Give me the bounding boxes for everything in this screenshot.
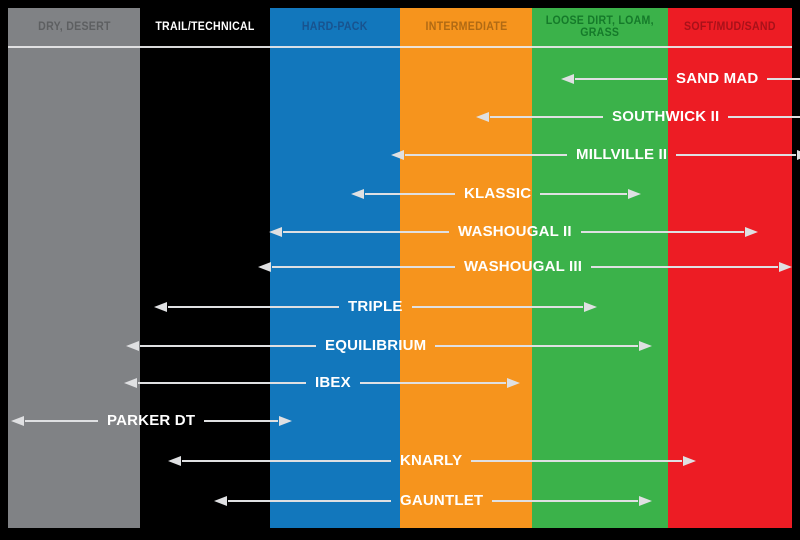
tire-name-label: KNARLY [400,452,463,469]
arrow-right-icon [580,231,744,233]
terrain-header-label: LOOSE DIRT, LOAM, GRASS [545,15,655,39]
terrain-header-intermediate[interactable]: INTERMEDIATE [400,8,532,46]
terrain-band-hard-pack [270,8,400,528]
tire-range-row[interactable]: KNARLY [182,448,683,474]
arrow-left-icon [138,382,306,384]
arrow-left-icon [490,116,603,118]
terrain-header-hard-pack[interactable]: HARD-PACK [270,8,400,46]
terrain-header-label: DRY, DESERT [37,21,111,33]
terrain-header-label: SOFT/MUD/SAND [684,21,776,33]
terrain-band-trail-technical [140,8,270,528]
arrow-right-icon [204,420,279,422]
tire-range-row[interactable]: WASHOUGAL III [272,254,779,280]
arrow-left-icon [283,231,449,233]
tire-range-row[interactable]: SAND MAD [575,66,800,92]
tire-range-row[interactable]: GAUNTLET [228,488,639,514]
tire-name-label: SOUTHWICK II [612,108,720,125]
tire-name-label: KLASSIC [464,185,532,202]
arrow-right-icon [540,193,628,195]
terrain-header-loose-dirt[interactable]: LOOSE DIRT, LOAM, GRASS [532,8,668,46]
terrain-header-label: TRAIL/TECHNICAL [155,21,255,33]
tire-range-row[interactable]: KLASSIC [365,181,628,207]
tire-range-row[interactable]: TRIPLE [168,294,583,320]
arrow-right-icon [767,78,800,80]
terrain-header-dry-desert[interactable]: DRY, DESERT [8,8,140,46]
arrow-left-icon [228,500,391,502]
arrow-right-icon [435,345,639,347]
tire-range-row[interactable]: WASHOUGAL II [283,219,744,245]
arrow-left-icon [25,420,98,422]
arrow-right-icon [359,382,506,384]
tire-range-row[interactable]: SOUTHWICK II [490,104,800,130]
tire-name-label: MILLVILLE II [576,146,668,163]
arrow-left-icon [405,154,567,156]
tire-name-label: WASHOUGAL III [464,258,583,275]
terrain-header-label: HARD-PACK [302,21,368,33]
arrow-left-icon [575,78,667,80]
tire-range-row[interactable]: EQUILIBRIUM [140,333,639,359]
terrain-column-bands [8,8,792,528]
terrain-header-soft-mud-sand[interactable]: SOFT/MUD/SAND [668,8,792,46]
arrow-right-icon [492,500,639,502]
terrain-header-row: DRY, DESERT TRAIL/TECHNICAL HARD-PACK INTER… [8,8,792,46]
terrain-band-dry-desert [8,8,140,528]
tire-name-label: TRIPLE [348,298,403,315]
arrow-right-icon [471,460,683,462]
terrain-header-label: INTERMEDIATE [425,21,507,33]
arrow-left-icon [182,460,391,462]
arrow-right-icon [591,266,779,268]
tire-name-label: IBEX [315,374,351,391]
terrain-band-intermediate [400,8,532,528]
tire-range-row[interactable]: PARKER DT [25,408,279,434]
tire-name-label: WASHOUGAL II [458,223,572,240]
terrain-header-trail-technical[interactable]: TRAIL/TECHNICAL [140,8,270,46]
arrow-left-icon [272,266,455,268]
tire-name-label: EQUILIBRIUM [325,337,427,354]
arrow-right-icon [411,306,583,308]
arrow-right-icon [676,154,797,156]
tire-range-row[interactable]: MILLVILLE II [405,142,797,168]
arrow-right-icon [728,116,800,118]
tire-range-row[interactable]: IBEX [138,370,506,396]
arrow-left-icon [365,193,455,195]
tire-name-label: GAUNTLET [400,492,484,509]
terrain-band-soft-mud-sand [668,8,792,528]
terrain-band-loose-dirt [532,8,668,528]
tire-name-label: PARKER DT [107,412,196,429]
arrow-left-icon [168,306,339,308]
arrow-left-icon [140,345,316,347]
header-divider [8,46,792,48]
tire-name-label: SAND MAD [676,70,759,87]
